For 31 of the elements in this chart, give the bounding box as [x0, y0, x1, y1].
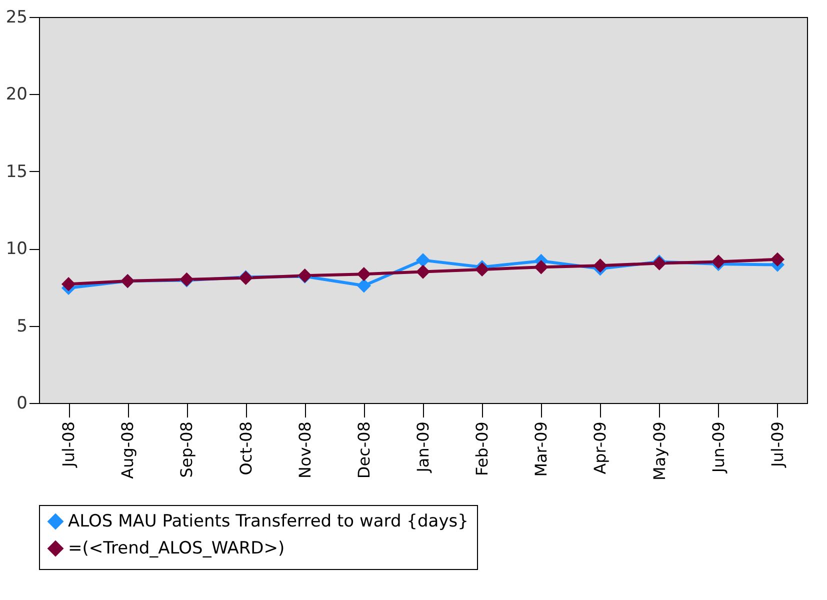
y-tick-label: 0	[16, 394, 28, 414]
legend-label: =(<Trend_ALOS_WARD>)	[68, 538, 285, 558]
point	[475, 262, 490, 277]
x-tick-label: Sep-08	[177, 422, 196, 478]
x-tick-label: Jan-09	[414, 422, 432, 474]
y-tick-label: 15	[6, 162, 28, 182]
y-tick-label: 5	[16, 316, 28, 336]
legend-label: ALOS MAU Patients Transferred to ward {days}	[68, 512, 468, 532]
point	[770, 252, 785, 266]
x-tick-label: Jun-09	[708, 422, 728, 474]
point	[356, 278, 371, 293]
x-tick-label: Feb-09	[472, 422, 492, 476]
y-tick-label: 10	[6, 239, 28, 260]
x-tick-label: Nov-08	[295, 422, 314, 478]
y-tick-label: 25	[6, 8, 28, 28]
y-tick-label: 20	[6, 84, 28, 105]
x-tick-label: Jul-08	[59, 422, 78, 468]
point	[416, 264, 430, 279]
point	[534, 260, 548, 274]
point	[356, 267, 371, 282]
point	[61, 277, 76, 292]
x-tick-label: May-09	[650, 422, 669, 480]
point	[711, 254, 726, 269]
x-tick-label: Mar-09	[532, 422, 551, 477]
x-tick-label: Apr-09	[590, 422, 610, 474]
point	[593, 258, 608, 273]
point	[416, 253, 430, 268]
x-tick-label: Jul-09	[768, 422, 787, 468]
x-tick-label: Aug-08	[118, 422, 138, 479]
x-tick-label: Oct-08	[236, 422, 256, 476]
x-tick-label: Dec-08	[354, 422, 374, 479]
